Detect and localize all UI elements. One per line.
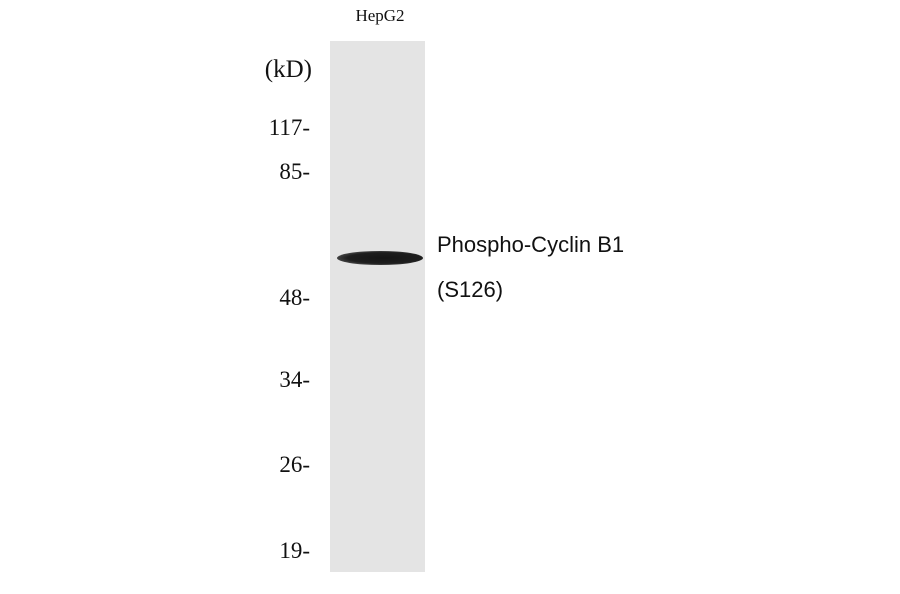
marker-19: 19- (279, 538, 310, 563)
blot-lane (330, 41, 425, 572)
marker-34: 34- (279, 367, 310, 392)
unit-label: (kD) (264, 56, 312, 83)
marker-26: 26- (279, 452, 310, 477)
lane-label: HepG2 (355, 6, 405, 25)
target-site-label: (S126) (437, 277, 504, 302)
marker-85: 85- (279, 159, 310, 184)
marker-48: 48- (279, 285, 310, 310)
marker-117: 117- (268, 115, 310, 140)
protein-band (337, 251, 423, 265)
target-label: Phospho-Cyclin B1 (437, 232, 625, 257)
